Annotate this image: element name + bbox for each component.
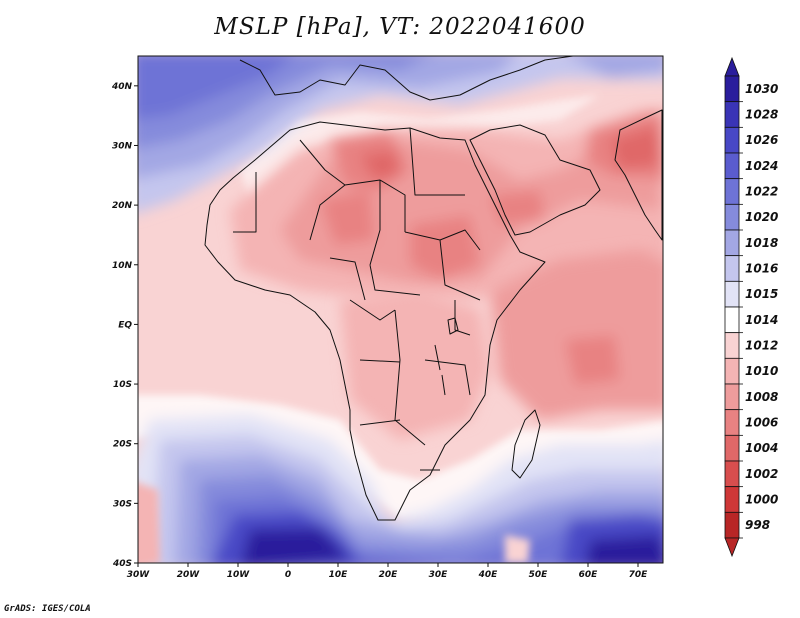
- colorbar-swatch: [724, 511, 740, 539]
- southern-high-band: [138, 415, 663, 563]
- longitude-axis: 30W 20W 10W 0 10E 20E 30E 40E 50E 60E 70E: [127, 563, 648, 580]
- lon-tick-label: 10W: [227, 570, 251, 580]
- africa-coastline: [204, 121, 546, 521]
- lat-tick-label: 20N: [112, 201, 133, 211]
- arabia-coastline: [469, 124, 601, 236]
- lon-tick-label: 30W: [127, 570, 151, 580]
- colorbar-swatch: [724, 434, 740, 462]
- lat-tick-label: 30S: [113, 499, 132, 509]
- colorbar-label: 1008: [745, 390, 778, 404]
- colorbar-swatch: [724, 357, 740, 385]
- colorbar-label: 1015: [745, 287, 778, 301]
- colorbar-swatch: [724, 229, 740, 257]
- great-lakes: [434, 317, 459, 396]
- colorbar-label: 1022: [745, 185, 778, 199]
- colorbar-label: 1030: [745, 82, 778, 96]
- colorbar-label: 998: [745, 518, 770, 532]
- colorbar-swatch: [724, 152, 740, 180]
- lon-tick-label: 20W: [177, 570, 201, 580]
- lon-tick-label: 60E: [579, 570, 599, 580]
- northern-high-band: [138, 56, 663, 213]
- colorbar-high-extension: [724, 56, 740, 77]
- colorbar-label: 1026: [745, 133, 778, 147]
- southwest-low-pocket: [138, 482, 530, 563]
- lon-tick-label: 50E: [529, 570, 549, 580]
- colorbar-label: 1010: [745, 364, 778, 378]
- colorbar-label: 1020: [745, 210, 778, 224]
- colorbar-swatch: [724, 383, 740, 411]
- madagascar-coastline: [511, 409, 541, 479]
- colorbar-swatch: [724, 178, 740, 205]
- lon-tick-label: 30E: [429, 570, 449, 580]
- credit-text: GrADS: IGES/COLA: [4, 604, 91, 614]
- northern-transition: [240, 95, 600, 200]
- lat-tick-label: 40S: [112, 559, 132, 569]
- colorbar-label: 1016: [745, 262, 778, 276]
- colorbar-swatch: [724, 306, 740, 334]
- colorbar-label: 1028: [745, 108, 778, 122]
- colorbar-swatch: [724, 332, 740, 359]
- lon-tick-label: 40E: [478, 570, 499, 580]
- indian-ocean-field: [340, 250, 663, 440]
- lat-tick-label: 40N: [111, 82, 133, 92]
- colorbar-swatch: [724, 460, 740, 488]
- coastlines: [204, 56, 663, 521]
- colorbar-swatch: [724, 255, 740, 282]
- colorbar-label: 1024: [745, 159, 778, 173]
- sahara-borders: [233, 127, 481, 471]
- colorbar-swatch: [724, 126, 740, 154]
- colorbar-label: 1012: [745, 339, 778, 353]
- colorbar-swatch: [724, 486, 740, 513]
- colorbar-swatch: [724, 203, 740, 231]
- colorbar-label: 1018: [745, 236, 778, 250]
- colorbar-label: 1002: [745, 467, 778, 481]
- colorbar: 1030 1028 1026 1024 1022 1020 1018 1016 1015 1014…: [724, 56, 778, 558]
- lon-tick-label: 0: [285, 570, 291, 580]
- india-coastline: [614, 109, 663, 241]
- latitude-axis: 40N 30N 20N 10N EQ 10S 20S 30S 40S: [111, 82, 138, 569]
- lon-tick-label: 20E: [379, 570, 399, 580]
- colorbar-swatch: [724, 409, 740, 436]
- map-frame: [137, 55, 664, 564]
- lon-tick-label: 70E: [629, 570, 649, 580]
- lat-tick-label: 10S: [113, 380, 132, 390]
- colorbar-label: 1004: [745, 441, 778, 455]
- europe-coastline: [239, 56, 577, 101]
- colorbar-low-extension: [724, 537, 740, 558]
- lat-tick-label: 20S: [113, 440, 132, 450]
- pressure-field: [138, 56, 663, 563]
- colorbar-label: 1006: [745, 416, 778, 430]
- colorbar-swatch: [724, 75, 740, 103]
- lat-tick-label: 10N: [112, 261, 133, 271]
- colorbar-label: 1000: [745, 493, 778, 507]
- lat-tick-label: EQ: [118, 320, 132, 330]
- colorbar-swatch: [724, 280, 740, 308]
- colorbar-swatch: [724, 101, 740, 128]
- lon-tick-label: 10E: [329, 570, 349, 580]
- colorbar-label: 1014: [745, 313, 778, 327]
- map-title: MSLP [hPa], VT: 2022041600: [214, 14, 586, 40]
- lat-tick-label: 30N: [112, 141, 133, 151]
